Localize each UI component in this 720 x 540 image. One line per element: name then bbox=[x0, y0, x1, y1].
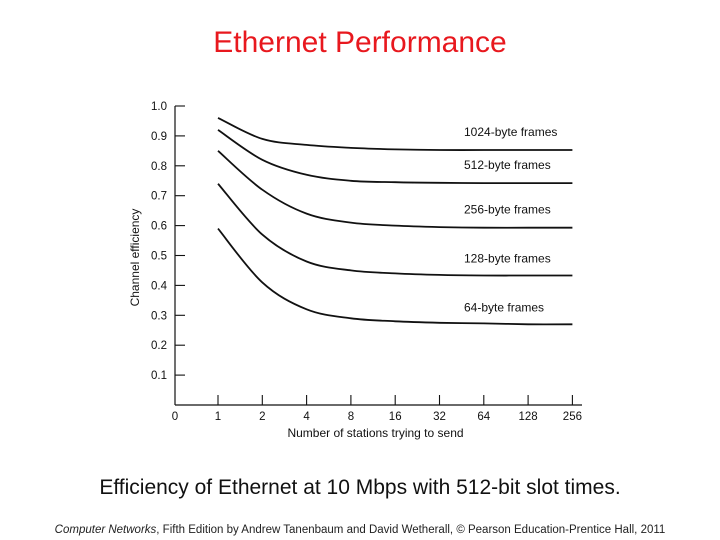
y-tick-label: 0.7 bbox=[151, 191, 167, 203]
credit-text: , Fifth Edition by Andrew Tanenbaum and … bbox=[156, 524, 666, 536]
x-tick-label: 0 bbox=[172, 411, 178, 423]
figure-caption: Efficiency of Ethernet at 10 Mbps with 5… bbox=[99, 476, 621, 499]
chart-series bbox=[217, 117, 573, 326]
y-tick-label: 0.9 bbox=[151, 131, 167, 143]
x-tick-label: 16 bbox=[389, 411, 402, 423]
series-label-512: 512-byte frames bbox=[464, 158, 551, 172]
credit-line: Computer Networks, Fifth Edition by Andr… bbox=[0, 524, 720, 536]
slide-title: Ethernet Performance bbox=[213, 26, 507, 59]
x-tick-label: 4 bbox=[303, 411, 310, 423]
efficiency-chart: 0.1 0.2 0.3 0.4 0.5 0.6 0.7 0.8 0.9 1.0 0 1 2 4 8 16 32 6… bbox=[128, 101, 582, 440]
x-tick-label: 64 bbox=[477, 411, 490, 423]
x-tick-label: 256 bbox=[563, 411, 582, 423]
x-tick-label: 8 bbox=[348, 411, 354, 423]
y-tick-label: 1.0 bbox=[151, 101, 167, 113]
series-label-64: 64-byte frames bbox=[464, 300, 544, 314]
series-line-256 bbox=[217, 150, 573, 229]
x-tick-label: 2 bbox=[259, 411, 265, 423]
x-axis-title: Number of stations trying to send bbox=[287, 426, 463, 440]
y-tick-label: 0.4 bbox=[151, 280, 168, 292]
series-line-128 bbox=[217, 183, 573, 277]
series-label-128: 128-byte frames bbox=[464, 252, 551, 266]
y-tick-label: 0.1 bbox=[151, 370, 167, 382]
y-tick-label: 0.6 bbox=[151, 221, 167, 233]
series-label-256: 256-byte frames bbox=[464, 203, 551, 217]
series-line-512 bbox=[217, 129, 573, 185]
credit-book-title: Computer Networks bbox=[54, 524, 157, 536]
x-tick-label: 128 bbox=[519, 411, 538, 423]
series-label-1024: 1024-byte frames bbox=[464, 125, 557, 139]
x-tick-label: 32 bbox=[433, 411, 446, 423]
x-tick-label: 1 bbox=[215, 411, 221, 423]
chart-labels: Number of stations trying to send Channel… bbox=[128, 125, 557, 440]
y-tick-label: 0.2 bbox=[151, 340, 167, 352]
y-tick-label: 0.3 bbox=[151, 310, 167, 322]
series-line-1024 bbox=[217, 117, 573, 151]
y-tick-label: 0.5 bbox=[151, 251, 167, 263]
chart-ticks: 0.1 0.2 0.3 0.4 0.5 0.6 0.7 0.8 0.9 1.0 0 1 2 4 8 16 32 6… bbox=[151, 101, 582, 423]
y-tick-label: 0.8 bbox=[151, 161, 167, 173]
y-axis-title: Channel efficiency bbox=[128, 209, 142, 307]
series-line-64 bbox=[217, 228, 573, 326]
